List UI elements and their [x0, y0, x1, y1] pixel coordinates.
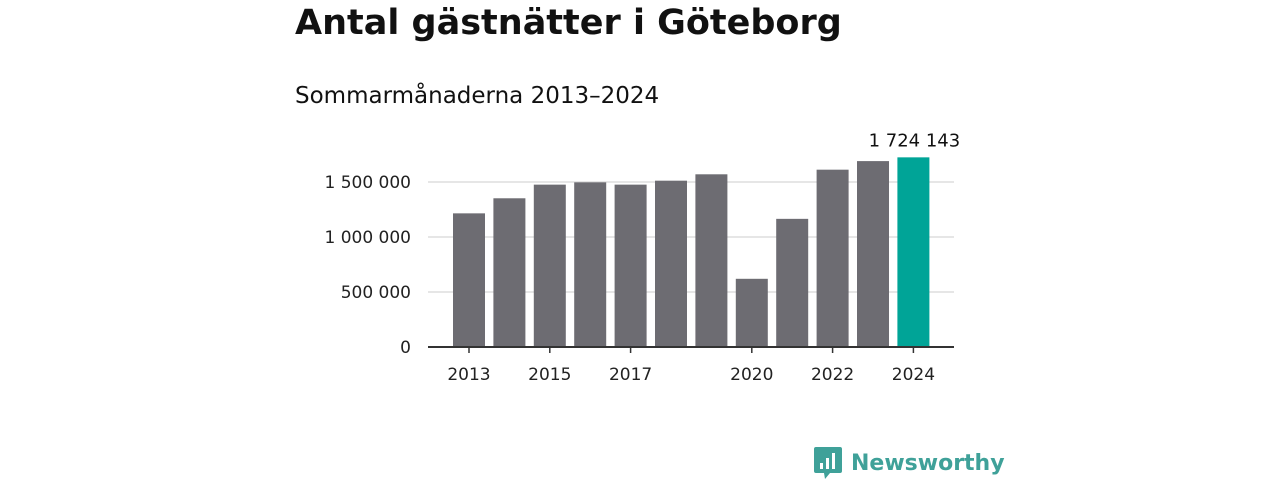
bar [857, 161, 889, 347]
bar [574, 182, 607, 347]
bar [695, 174, 728, 347]
y-tick-label: 1 000 000 [324, 228, 411, 248]
x-tick-label: 2015 [528, 365, 571, 385]
y-tick-label: 0 [400, 338, 411, 358]
bar [897, 157, 930, 347]
x-tick-label: 2022 [811, 365, 854, 385]
data-label: 1 724 143 [869, 130, 961, 151]
bar [776, 218, 809, 347]
bar [655, 180, 687, 347]
bar [614, 184, 647, 347]
x-tick-label: 2013 [447, 365, 490, 385]
newsworthy-logo[interactable]: Newsworthy [814, 446, 1005, 480]
bar [453, 213, 485, 347]
x-tick-label: 2024 [892, 365, 935, 385]
bar [533, 184, 566, 347]
newsworthy-logo-text: Newsworthy [851, 450, 1005, 476]
newsworthy-logo-icon [814, 447, 842, 479]
chart-subtitle: Sommarmånaderna 2013–2024 [295, 83, 660, 109]
y-tick-label: 500 000 [341, 283, 411, 303]
x-tick-label: 2017 [609, 365, 652, 385]
bar [816, 169, 849, 347]
bar [735, 278, 768, 347]
x-tick-label: 2020 [730, 365, 773, 385]
chart-title: Antal gästnätter i Göteborg [295, 3, 842, 43]
bar [493, 198, 526, 347]
y-tick-label: 1 500 000 [324, 173, 411, 193]
